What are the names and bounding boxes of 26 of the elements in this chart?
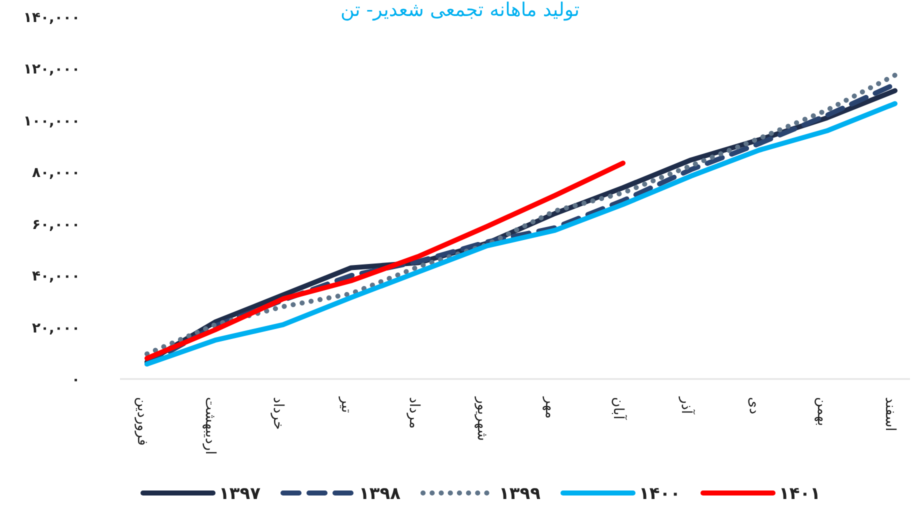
y-tick-label: ۰	[71, 372, 80, 388]
legend-label: ۱۳۹۸	[359, 484, 402, 504]
x-tick-label: تیر	[338, 396, 354, 413]
x-tick-label: آبان	[610, 397, 628, 420]
y-tick-label: ۶۰,۰۰۰	[32, 216, 80, 233]
x-tick-label: شهریور	[474, 396, 490, 441]
x-tick-label: بهمن	[814, 397, 830, 426]
x-tick-label: فروردین	[134, 397, 150, 446]
x-tick-label: آذر	[678, 396, 696, 415]
x-tick-label: اسفند	[882, 397, 898, 432]
y-tick-label: ۴۰,۰۰۰	[32, 268, 80, 285]
y-tick-label: ۱۲۰,۰۰۰	[23, 62, 80, 78]
x-tick-label: دی	[746, 397, 762, 414]
legend-label: ۱۴۰۰	[639, 484, 681, 504]
y-tick-label: ۲۰,۰۰۰	[32, 320, 80, 336]
legend-label: ۱۳۹۷	[219, 484, 262, 504]
x-tick-label: خرداد	[270, 397, 286, 430]
y-tick-label: ۸۰,۰۰۰	[32, 165, 80, 182]
y-tick-label: ۱۰۰,۰۰۰	[23, 113, 80, 130]
y-tick-label: ۱۴۰,۰۰۰	[23, 10, 80, 26]
legend-label: ۱۳۹۹	[499, 484, 542, 504]
legend-label: ۱۴۰۱	[779, 484, 821, 504]
x-tick-label: اردیبهشت	[202, 397, 218, 455]
x-tick-label: مهر	[542, 396, 558, 419]
chart-title: تولید ماهانه تجمعی شعدیر- تن	[340, 0, 580, 21]
x-tick-label: مرداد	[406, 397, 422, 429]
